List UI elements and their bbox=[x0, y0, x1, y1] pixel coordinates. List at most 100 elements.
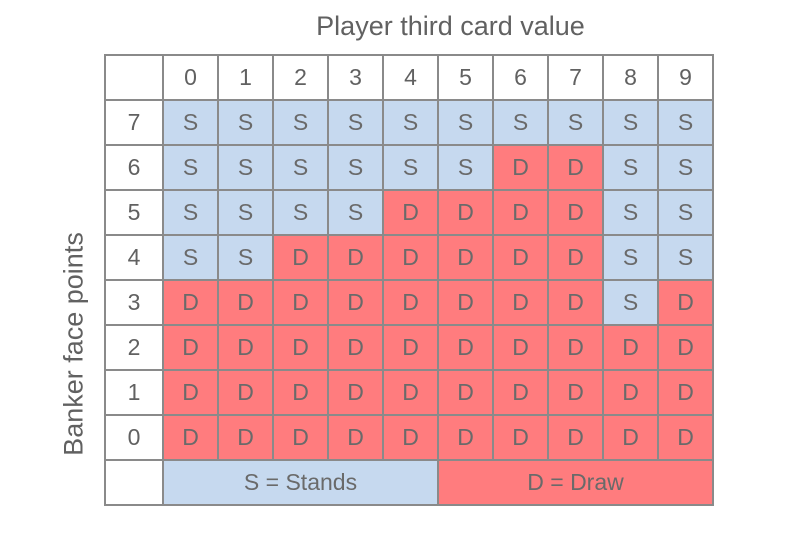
draw-cell: D bbox=[657, 324, 714, 371]
stands-cell: S bbox=[602, 279, 659, 326]
stands-cell: S bbox=[327, 189, 384, 236]
draw-cell: D bbox=[492, 234, 549, 281]
draw-cell: D bbox=[382, 234, 439, 281]
stands-cell: S bbox=[162, 99, 219, 146]
row-header-2: 2 bbox=[104, 324, 164, 371]
stands-cell: S bbox=[437, 144, 494, 191]
corner-cell bbox=[104, 54, 164, 101]
stands-cell: S bbox=[217, 144, 274, 191]
stands-cell: S bbox=[162, 144, 219, 191]
draw-cell: D bbox=[382, 324, 439, 371]
row-header-3: 3 bbox=[104, 279, 164, 326]
draw-cell: D bbox=[492, 414, 549, 461]
draw-cell: D bbox=[382, 279, 439, 326]
stands-cell: S bbox=[272, 99, 329, 146]
draw-cell: D bbox=[602, 324, 659, 371]
draw-cell: D bbox=[547, 144, 604, 191]
draw-cell: D bbox=[272, 279, 329, 326]
chart-title: Player third card value bbox=[316, 11, 585, 41]
stands-cell: S bbox=[602, 189, 659, 236]
draw-cell: D bbox=[217, 279, 274, 326]
draw-cell: D bbox=[657, 279, 714, 326]
stands-cell: S bbox=[602, 234, 659, 281]
stands-cell: S bbox=[602, 144, 659, 191]
draw-cell: D bbox=[327, 234, 384, 281]
draw-cell: D bbox=[272, 324, 329, 371]
draw-cell: D bbox=[547, 369, 604, 416]
draw-cell: D bbox=[162, 324, 219, 371]
draw-cell: D bbox=[437, 279, 494, 326]
column-header-8: 8 bbox=[602, 54, 659, 101]
stands-cell: S bbox=[162, 189, 219, 236]
draw-cell: D bbox=[602, 369, 659, 416]
stands-cell: S bbox=[382, 99, 439, 146]
draw-cell: D bbox=[272, 234, 329, 281]
row-header-6: 6 bbox=[104, 144, 164, 191]
stands-cell: S bbox=[217, 99, 274, 146]
draw-cell: D bbox=[437, 414, 494, 461]
column-header-1: 1 bbox=[217, 54, 274, 101]
stands-cell: S bbox=[492, 99, 549, 146]
draw-cell: D bbox=[162, 414, 219, 461]
stands-cell: S bbox=[657, 234, 714, 281]
stands-cell: S bbox=[162, 234, 219, 281]
stands-cell: S bbox=[272, 189, 329, 236]
draw-cell: D bbox=[437, 189, 494, 236]
stands-cell: S bbox=[602, 99, 659, 146]
draw-cell: D bbox=[327, 369, 384, 416]
y-axis-label-container: Banker face points bbox=[44, 232, 104, 456]
draw-cell: D bbox=[547, 279, 604, 326]
column-header-6: 6 bbox=[492, 54, 549, 101]
column-header-7: 7 bbox=[547, 54, 604, 101]
draw-cell: D bbox=[162, 369, 219, 416]
legend-blank-cell bbox=[104, 459, 164, 506]
column-header-9: 9 bbox=[657, 54, 714, 101]
draw-cell: D bbox=[327, 279, 384, 326]
stands-cell: S bbox=[382, 144, 439, 191]
draw-cell: D bbox=[657, 414, 714, 461]
draw-cell: D bbox=[492, 279, 549, 326]
column-header-2: 2 bbox=[272, 54, 329, 101]
draw-cell: D bbox=[547, 324, 604, 371]
draw-cell: D bbox=[162, 279, 219, 326]
row-header-5: 5 bbox=[104, 189, 164, 236]
draw-cell: D bbox=[547, 189, 604, 236]
draw-cell: D bbox=[437, 324, 494, 371]
draw-cell: D bbox=[602, 414, 659, 461]
draw-cell: D bbox=[382, 189, 439, 236]
stands-cell: S bbox=[437, 99, 494, 146]
stands-cell: S bbox=[327, 99, 384, 146]
column-header-5: 5 bbox=[437, 54, 494, 101]
draw-cell: D bbox=[547, 234, 604, 281]
stands-cell: S bbox=[217, 234, 274, 281]
draw-cell: D bbox=[492, 369, 549, 416]
legend-row: S = Stands D = Draw bbox=[104, 459, 714, 506]
draw-cell: D bbox=[437, 369, 494, 416]
draw-cell: D bbox=[437, 234, 494, 281]
draw-cell: D bbox=[217, 369, 274, 416]
stands-cell: S bbox=[657, 144, 714, 191]
y-axis-label: Banker face points bbox=[58, 232, 89, 456]
draw-cell: D bbox=[327, 324, 384, 371]
legend-stands: S = Stands bbox=[162, 459, 439, 506]
draw-cell: D bbox=[382, 414, 439, 461]
stands-cell: S bbox=[272, 144, 329, 191]
draw-cell: D bbox=[327, 414, 384, 461]
stands-cell: S bbox=[217, 189, 274, 236]
draw-cell: D bbox=[492, 324, 549, 371]
column-header-0: 0 bbox=[162, 54, 219, 101]
draw-cell: D bbox=[217, 324, 274, 371]
draw-cell: D bbox=[492, 144, 549, 191]
column-header-3: 3 bbox=[327, 54, 384, 101]
draw-cell: D bbox=[657, 369, 714, 416]
draw-cell: D bbox=[382, 369, 439, 416]
